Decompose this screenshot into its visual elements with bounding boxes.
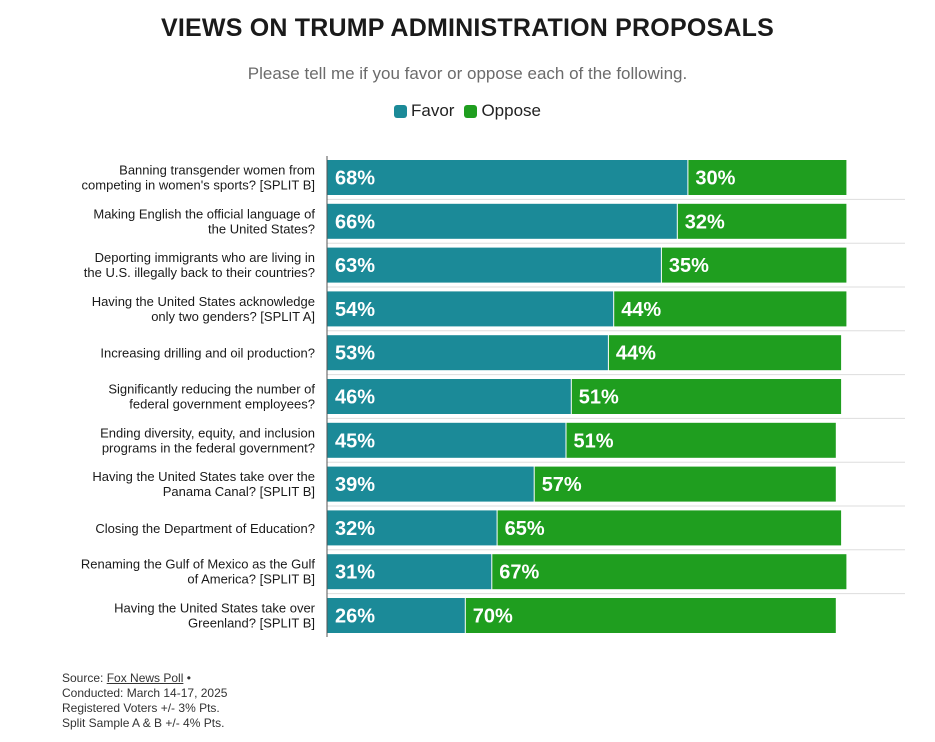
category-label: Having the United States take over the Pa… (92, 469, 315, 499)
bar-favor (327, 160, 688, 195)
category-label: Ending diversity, equity, and inclusion p… (100, 425, 315, 455)
category-label: Increasing drilling and oil production? (100, 346, 315, 361)
bar-favor (327, 335, 608, 371)
bar-oppose (688, 160, 847, 195)
bar-oppose (571, 379, 842, 414)
source-link[interactable]: Fox News Poll (106, 671, 184, 685)
data-label-oppose: 65% (505, 518, 545, 540)
data-label-oppose: 30% (695, 168, 735, 190)
category-label-line: Banning transgender women from (119, 163, 315, 178)
category-label: Having the United States take over Greenl… (114, 601, 316, 631)
data-label-oppose: 51% (574, 430, 614, 452)
chart-title: VIEWS ON TRUMP ADMINISTRATION PROPOSALS (161, 14, 774, 42)
bar-favor (327, 466, 534, 502)
data-label-oppose: 67% (499, 562, 539, 584)
bar-oppose (614, 291, 847, 327)
data-label-favor: 54% (335, 299, 375, 321)
data-label-favor: 32% (335, 518, 375, 540)
data-label-favor: 31% (335, 562, 375, 584)
data-label-oppose: 57% (542, 474, 582, 496)
category-label-line: Making English the official language of (93, 206, 315, 221)
category-label-line: Panama Canal? [SPLIT B] (163, 484, 315, 499)
data-label-favor: 53% (335, 343, 375, 365)
category-label-line: the U.S. illegally back to their countri… (84, 265, 315, 280)
bar-oppose (465, 598, 836, 633)
bar-favor (327, 554, 492, 590)
data-label-oppose: 51% (579, 387, 619, 409)
data-label-oppose: 44% (616, 343, 656, 365)
category-label-line: federal government employees? (129, 397, 315, 412)
category-label: Banning transgender women from competing … (82, 163, 315, 193)
bar-favor (327, 247, 661, 283)
chart-subtitle: Please tell me if you favor or oppose ea… (247, 64, 688, 83)
category-label-line: Deporting immigrants who are living in (95, 250, 315, 265)
source-line: Source: Fox News Poll • (62, 671, 227, 686)
legend-swatch-favor (393, 104, 407, 118)
category-label-line: Having the United States take over the (92, 469, 315, 484)
conducted-note: Conducted: March 14-17, 2025 (62, 686, 228, 700)
split-sample-note: Split Sample A & B +/- 4% Pts. (62, 716, 225, 730)
data-label-favor: 45% (335, 430, 375, 452)
data-label-favor: 63% (335, 255, 375, 277)
category-label-line: Renaming the Gulf of Mexico as the Gulf (81, 557, 316, 572)
bar-favor (327, 422, 566, 458)
category-label: Deporting immigrants who are living in th… (84, 250, 315, 280)
bar-favor (327, 379, 571, 414)
bar-favor (327, 291, 614, 327)
category-label-line: the United States? (208, 221, 315, 236)
category-label-line: only two genders? [SPLIT A] (151, 309, 315, 324)
category-label-line: Closing the Department of Education? (95, 521, 315, 536)
bar-oppose (661, 247, 847, 283)
category-label: Renaming the Gulf of Mexico as the Gulf o… (81, 557, 316, 587)
category-label-line: programs in the federal government? (102, 440, 315, 455)
category-label: Making English the official language of t… (93, 206, 315, 236)
category-label-line: of America? [SPLIT B] (187, 572, 315, 587)
bar-favor (327, 510, 497, 546)
source-prefix: Source: (62, 671, 107, 685)
category-label-line: Having the United States acknowledge (92, 294, 315, 309)
category-label-line: Significantly reducing the number of (108, 382, 315, 397)
category-label-line: Having the United States take over (114, 601, 316, 616)
bar-oppose (497, 510, 842, 546)
bar-oppose (608, 335, 842, 371)
stacked-bar-chart: 68% 30% Banning transgender women from comp… (81, 156, 905, 637)
data-label-oppose: 35% (669, 255, 709, 277)
legend: Favor Oppose (0, 101, 935, 121)
legend-item-oppose: Oppose (464, 101, 541, 121)
category-label-line: Greenland? [SPLIT B] (188, 616, 315, 631)
data-label-favor: 46% (335, 387, 375, 409)
legend-item-favor: Favor (393, 101, 455, 121)
category-label-line: Ending diversity, equity, and inclusion (100, 425, 315, 440)
bar-favor (327, 598, 465, 633)
data-label-oppose: 44% (621, 299, 661, 321)
category-label-line: competing in women's sports? [SPLIT B] (82, 178, 315, 193)
data-label-favor: 66% (335, 211, 375, 233)
bar-oppose (566, 422, 836, 458)
legend-label-oppose: Oppose (481, 101, 541, 120)
source-suffix: • (183, 671, 191, 685)
data-label-favor: 68% (335, 168, 375, 190)
bar-oppose (677, 203, 847, 239)
legend-label-favor: Favor (410, 101, 455, 120)
data-label-oppose: 32% (685, 211, 725, 233)
bar-favor (327, 203, 677, 239)
category-label-line: Increasing drilling and oil production? (100, 346, 315, 361)
bar-oppose (534, 466, 836, 502)
footer: Source: Fox News Poll • Conducted: March… (62, 671, 227, 731)
data-label-favor: 26% (335, 606, 375, 628)
data-label-oppose: 70% (473, 606, 513, 628)
category-label: Having the United States acknowledge only… (92, 294, 315, 324)
legend-swatch-oppose (464, 104, 478, 118)
bar-oppose (492, 554, 847, 590)
category-label: Closing the Department of Education? (95, 521, 315, 536)
category-label: Significantly reducing the number of fede… (108, 382, 315, 412)
data-label-favor: 39% (335, 474, 375, 496)
registered-voters-note: Registered Voters +/- 3% Pts. (62, 701, 220, 715)
